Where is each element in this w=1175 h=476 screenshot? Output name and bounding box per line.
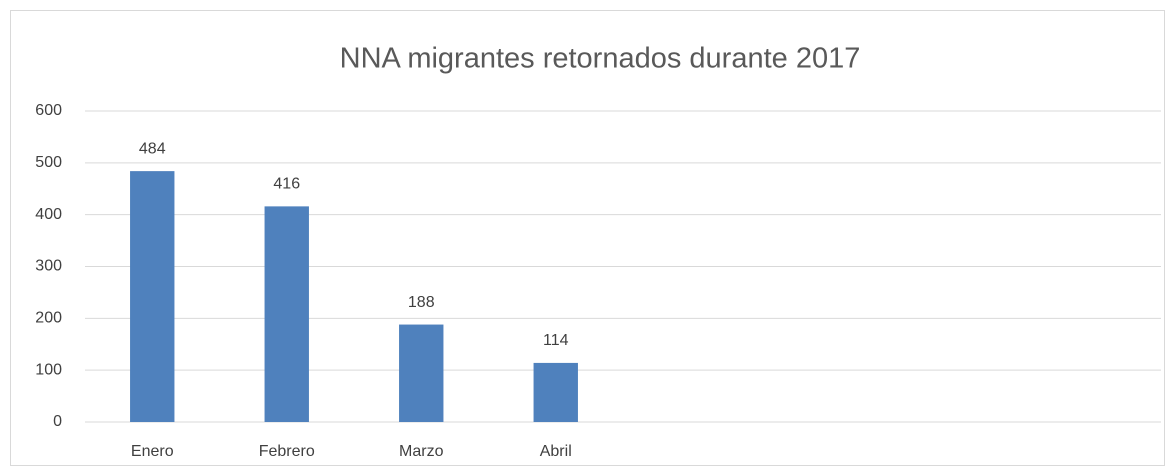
bar — [130, 171, 175, 422]
y-tick-label: 500 — [35, 154, 62, 171]
bar — [264, 206, 309, 422]
x-tick-label: Abril — [540, 443, 572, 460]
x-tick-label: Marzo — [399, 443, 444, 460]
bar — [399, 324, 444, 422]
data-label: 114 — [543, 332, 569, 349]
y-tick-label: 600 — [35, 102, 62, 119]
bar — [533, 362, 578, 422]
data-label: 416 — [273, 176, 300, 193]
y-tick-label: 0 — [53, 413, 62, 430]
y-tick-label: 100 — [35, 361, 62, 378]
chart-border — [10, 10, 1165, 466]
data-label: 188 — [408, 294, 435, 311]
data-label: 484 — [139, 140, 166, 157]
x-tick-label: Febrero — [259, 443, 315, 460]
y-tick-label: 200 — [35, 310, 62, 327]
chart-title: NNA migrantes retornados durante 2017 — [340, 43, 861, 75]
y-tick-label: 400 — [35, 206, 62, 223]
x-tick-label: Enero — [131, 443, 174, 460]
y-tick-label: 300 — [35, 258, 62, 275]
